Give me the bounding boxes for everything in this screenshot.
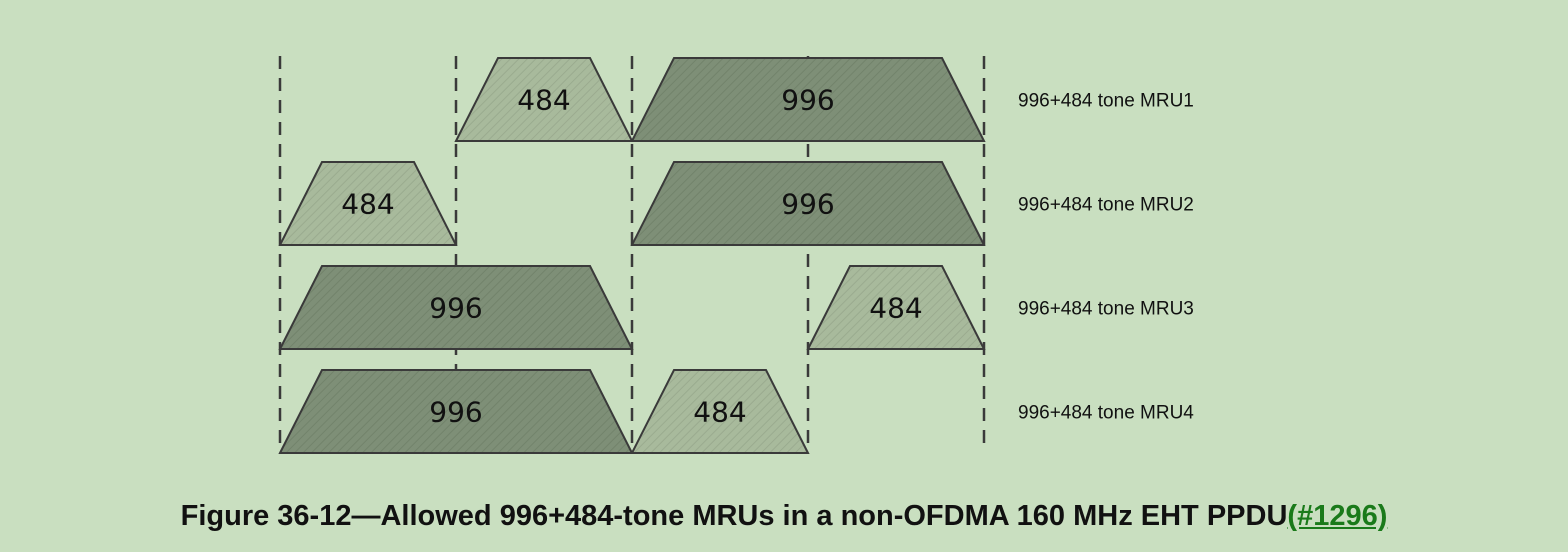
ru-484-block <box>630 369 810 454</box>
ru-blocks: 484 996 484 996 996 484 996 484 <box>278 57 986 454</box>
ru-size-label: 484 <box>869 292 922 325</box>
mru-row-label: 996+484 tone MRU2 <box>1018 195 1194 216</box>
ru-996-block <box>278 265 634 350</box>
ru-484-block <box>806 265 986 350</box>
caption-text: Figure 36-12—Allowed 996+484-tone MRUs i… <box>180 500 1288 532</box>
ru-size-label: 484 <box>341 188 394 221</box>
figure-caption: Figure 36-12—Allowed 996+484-tone MRUs i… <box>0 500 1568 533</box>
ru-996-block <box>630 57 986 142</box>
ru-size-label: 996 <box>429 292 482 325</box>
row-labels: 996+484 tone MRU1 996+484 tone MRU2 996+48… <box>1018 91 1194 424</box>
ru-size-label: 996 <box>429 396 482 429</box>
mru-row-label: 996+484 tone MRU1 <box>1018 91 1194 112</box>
ru-484-block <box>454 57 634 142</box>
ru-size-label: 996 <box>781 84 834 117</box>
ru-size-label: 484 <box>517 84 570 117</box>
mru-row-label: 996+484 tone MRU4 <box>1018 403 1194 424</box>
mru-row-label: 996+484 tone MRU3 <box>1018 299 1194 320</box>
ru-996-block <box>630 161 986 246</box>
caption-reference-link[interactable]: (#1296) <box>1287 500 1388 532</box>
ru-size-label: 484 <box>693 396 746 429</box>
ru-484-block <box>278 161 458 246</box>
ru-size-label: 996 <box>781 188 834 221</box>
ru-996-block <box>278 369 634 454</box>
